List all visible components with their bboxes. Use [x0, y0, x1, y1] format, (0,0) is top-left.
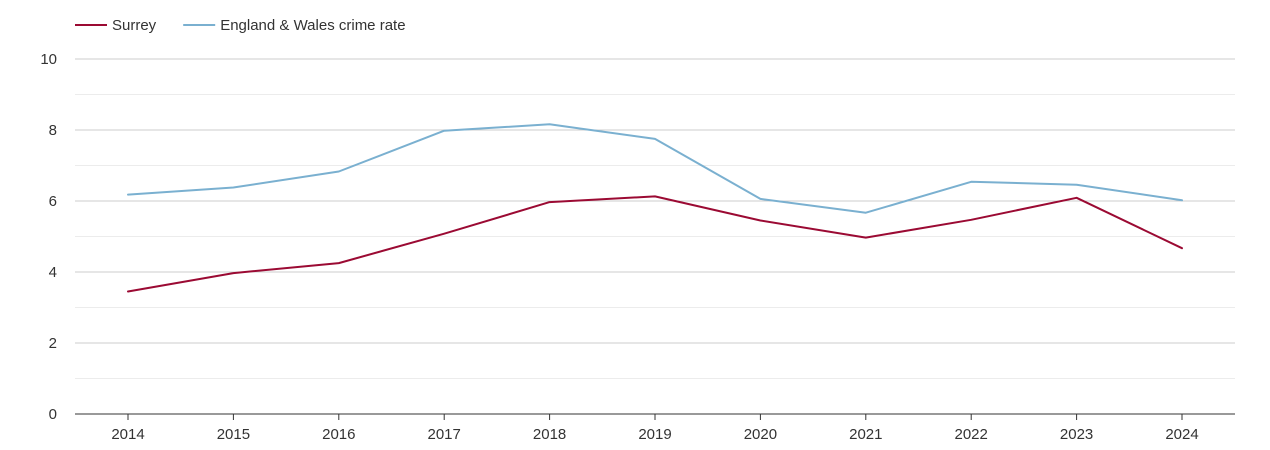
x-tick-label: 2023	[1060, 426, 1093, 443]
x-tick-label: 2016	[322, 426, 355, 443]
x-tick-label: 2020	[744, 426, 777, 443]
x-tick-label: 2014	[111, 426, 144, 443]
y-tick-label: 0	[49, 406, 57, 423]
y-tick-label: 10	[40, 51, 57, 68]
x-tick-label: 2018	[533, 426, 566, 443]
y-tick-label: 8	[49, 122, 57, 139]
x-tick-label: 2019	[638, 426, 671, 443]
legend-label-surrey: Surrey	[112, 17, 157, 34]
series-group	[127, 123, 1183, 293]
x-tick-label: 2022	[955, 426, 988, 443]
x-axis: 2014 2015 2016 2017 2018 2019 2020 2021 2022 2023…	[75, 413, 1235, 443]
legend: Surrey England & Wales crime rate	[75, 17, 406, 34]
grid	[75, 58, 1235, 379]
y-tick-label: 4	[49, 264, 57, 281]
series-line-surrey	[127, 195, 1183, 293]
x-tick-label: 2024	[1165, 426, 1198, 443]
series-line-england-wales	[127, 123, 1183, 214]
x-tick-label: 2015	[217, 426, 250, 443]
y-tick-label: 2	[49, 335, 57, 352]
legend-label-england-wales: England & Wales crime rate	[220, 17, 405, 34]
x-tick-label: 2021	[849, 426, 882, 443]
x-tick-label: 2017	[428, 426, 461, 443]
y-axis: 0 2 4 6 8 10	[40, 51, 57, 423]
y-tick-label: 6	[49, 193, 57, 210]
